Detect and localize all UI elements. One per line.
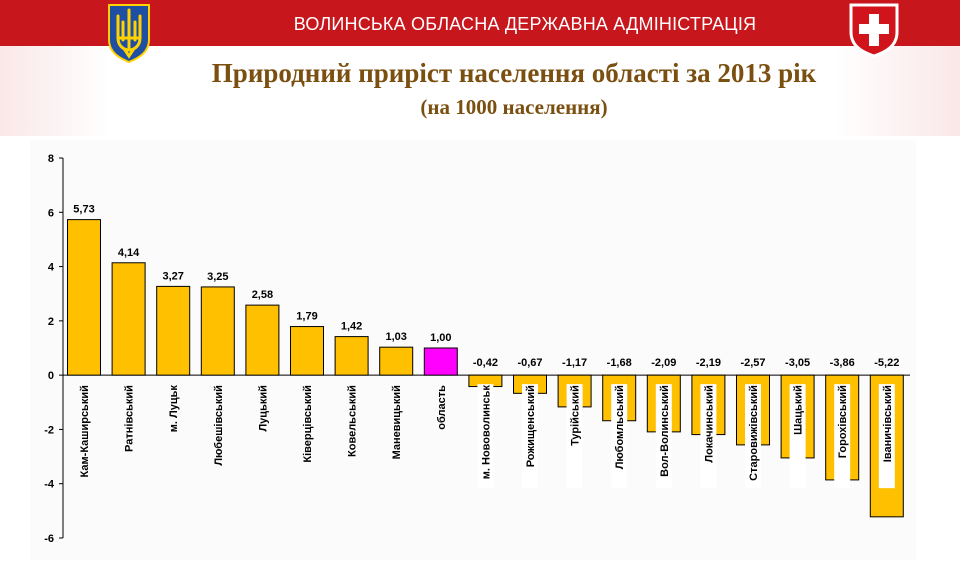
bar-value-label: 2,58: [252, 289, 273, 301]
category-label: Любешівський: [213, 385, 225, 466]
bar: [245, 304, 280, 376]
category-label: Маневицький: [391, 385, 403, 459]
category-label-box: [522, 384, 538, 489]
y-tick-label: -4: [44, 479, 55, 491]
category-label: Ковельський: [347, 385, 359, 457]
bar-value-label: 1,79: [296, 311, 317, 323]
slide-title: Природний приріст населення області за 2…: [211, 58, 817, 88]
bar-value-label: -5,22: [874, 357, 899, 369]
y-tick-label: 0: [48, 370, 54, 382]
category-label: Горохівський: [837, 385, 849, 458]
slide-subtitle: (на 1000 населення): [420, 95, 608, 119]
category-label-box: [878, 384, 895, 489]
left-decoration: [0, 46, 110, 136]
bar-value-label: -3,05: [785, 357, 810, 369]
category-label: Ківерцівський: [302, 385, 314, 462]
category-label: Кам-Каширський: [79, 385, 91, 477]
bar-value-label: 5,73: [73, 204, 94, 216]
category-label: Любомльський: [614, 385, 626, 469]
category-label: Турійський: [570, 385, 582, 446]
bar-value-label: -2,57: [740, 357, 765, 369]
category-label-box: [834, 384, 851, 489]
y-tick-label: 8: [48, 153, 54, 165]
category-label-box: [745, 384, 761, 489]
header-band: [0, 0, 960, 46]
bar: [156, 285, 191, 376]
right-decoration: [835, 46, 960, 136]
category-label-box: [700, 384, 717, 489]
category-label-box: [655, 384, 672, 489]
category-label: область: [436, 385, 448, 430]
bar-value-label: -0,42: [473, 357, 498, 369]
bar-value-label: -1,17: [562, 357, 587, 369]
bar-value-label: -0,67: [517, 357, 542, 369]
category-label: Старовижівський: [748, 385, 760, 481]
category-label: м. Нововолинськ: [480, 385, 492, 480]
category-label: Вол-Волинський: [659, 385, 671, 477]
bar-value-label: 1,00: [430, 332, 451, 344]
bar: [111, 262, 146, 376]
category-label-box: [477, 384, 494, 489]
category-label-box: [789, 384, 806, 489]
y-tick-label: 6: [48, 207, 54, 219]
y-tick-label: 2: [48, 316, 54, 328]
organization-title: ВОЛИНСЬКА ОБЛАСНА ДЕРЖАВНА АДМІНІСТРАЦІЯ: [293, 14, 757, 34]
category-label: Рожищенський: [525, 385, 537, 467]
category-label-box: [611, 384, 628, 489]
chart-panel: -6 -4 -2 0 2 4 6 8 5,73 Кам-Каширський 4,14 Ратнівс…: [30, 140, 916, 560]
bar-value-label: 4,14: [118, 247, 140, 259]
category-label: Локачинський: [703, 385, 715, 463]
y-tick-label: -6: [44, 533, 54, 545]
bar-value-label: -1,68: [607, 357, 632, 369]
bar-chart: -6 -4 -2 0 2 4 6 8 5,73 Кам-Каширський 4,14 Ратнівс…: [44, 153, 910, 545]
bar-value-label: -2,09: [651, 357, 676, 369]
category-label: Іваничівський: [882, 385, 894, 462]
bar: [200, 286, 235, 376]
category-label-box: [566, 384, 583, 489]
y-tick-label: -2: [44, 424, 54, 436]
category-label: м. Луцьк: [168, 385, 180, 433]
y-tick-label: 4: [48, 262, 55, 274]
bar: [67, 219, 101, 376]
bars: 5,73 Кам-Каширський 4,14 Ратнівський 3,27 м. …: [67, 204, 904, 518]
bar-value-label: 1,03: [385, 331, 406, 343]
category-label: Шацький: [793, 385, 805, 435]
bar-value-label: 1,42: [341, 321, 362, 333]
bar: [290, 326, 324, 376]
bar-value-label: -3,86: [830, 357, 855, 369]
bar: [379, 346, 414, 376]
bar-value-label: 3,25: [207, 271, 228, 283]
bar: [423, 347, 458, 376]
category-label: Луцький: [257, 385, 269, 431]
bar: [334, 336, 369, 376]
category-label: Ратнівський: [124, 385, 136, 452]
volyn-coat-of-arms-icon: [849, 3, 899, 58]
bar-value-label: 3,27: [162, 270, 183, 282]
ukraine-trident-emblem-icon: [108, 4, 150, 64]
bar-value-label: -2,19: [696, 357, 721, 369]
